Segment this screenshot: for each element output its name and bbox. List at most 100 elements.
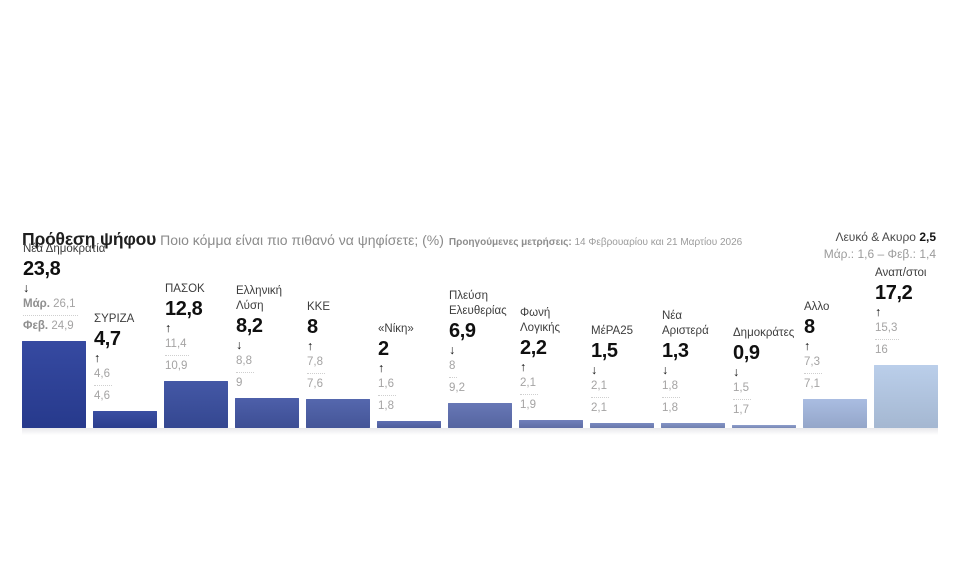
party-name: Αναπ/στοι [875, 267, 927, 280]
trend-down-arrow-icon: ↓ [23, 281, 30, 296]
party-column: ΣΥΡΙΖΑ 4,7 ↑ 4,6 4,6 [93, 312, 157, 428]
previous-value-march: 2,1 [591, 379, 609, 399]
party-bar [448, 403, 512, 428]
previous-value-february: 9 [236, 377, 243, 390]
party-current-value: 4,7 [94, 328, 121, 351]
bar-chart: Νέα Δημοκρατία 23,8 ↓ Μάρ. 26,1 Φεβ. 24,… [22, 240, 938, 428]
previous-value-february: 1,8 [378, 400, 394, 413]
party-current-value: 12,8 [165, 298, 203, 321]
party-name: Ελληνική Λύση [236, 285, 283, 313]
party-bar [22, 341, 86, 428]
previous-value-march: 1,5 [733, 381, 751, 401]
party-label-block: ΠΑΣΟΚ 12,8 ↑ 11,4 10,9 [164, 282, 228, 374]
party-name: ΠΑΣΟΚ [165, 283, 205, 296]
party-label-block: Νέα Δημοκρατία 23,8 ↓ Μάρ. 26,1 Φεβ. 24,… [22, 242, 106, 334]
trend-down-arrow-icon: ↓ [662, 363, 669, 378]
party-column: Ελληνική Λύση 8,2 ↓ 8,8 9 [235, 284, 299, 428]
party-bar [306, 399, 370, 428]
party-column: «Νίκη» 2 ↑ 1,6 1,8 [377, 322, 441, 428]
party-label-block: Νέα Αριστερά 1,3 ↓ 1,8 1,8 [661, 309, 725, 416]
blank-invalid-history: Μάρ.: 1,6 – Φεβ.: 1,4 [823, 247, 936, 262]
party-column: Αλλο 8 ↑ 7,3 7,1 [803, 300, 867, 428]
party-name: Νέα Δημοκρατία [23, 243, 106, 256]
party-column: Αναπ/στοι 17,2 ↑ 15,3 16 [874, 266, 938, 428]
chart-question: Ποιο κόμμα είναι πιο πιθανό να ψηφίσετε;… [160, 232, 444, 248]
party-label-block: Ελληνική Λύση 8,2 ↓ 8,8 9 [235, 284, 299, 391]
party-label-block: Δημοκράτες 0,9 ↓ 1,5 1,7 [732, 326, 796, 418]
trend-down-arrow-icon: ↓ [449, 343, 456, 358]
previous-value-february: 16 [875, 344, 888, 357]
trend-down-arrow-icon: ↓ [591, 363, 598, 378]
party-bar [93, 411, 157, 428]
party-column: Φωνή Λογικής 2,2 ↑ 2,1 1,9 [519, 306, 583, 428]
previous-value-february: 1,8 [662, 402, 678, 415]
party-column: Νέα Αριστερά 1,3 ↓ 1,8 1,8 [661, 309, 725, 428]
party-label-block: ΚΚΕ 8 ↑ 7,8 7,6 [306, 300, 370, 392]
trend-up-arrow-icon: ↑ [520, 360, 527, 375]
chart-baseline [22, 428, 938, 435]
previous-value-march: 8,8 [236, 354, 254, 374]
previous-value-february: 1,9 [520, 399, 536, 412]
previous-value-march: 1,6 [378, 377, 396, 397]
party-column: ΚΚΕ 8 ↑ 7,8 7,6 [306, 300, 370, 428]
blank-invalid-votes: Λευκό & Ακυρο 2,5 Μάρ.: 1,6 – Φεβ.: 1,4 [824, 229, 936, 264]
party-label-block: «Νίκη» 2 ↑ 1,6 1,8 [377, 322, 441, 414]
party-bar [874, 365, 938, 428]
previous-value-february: 7,6 [307, 378, 323, 391]
party-name: Δημοκράτες [733, 327, 795, 340]
party-bar [235, 398, 299, 428]
party-name: Φωνή Λογικής [520, 307, 561, 335]
party-current-value: 2 [378, 338, 389, 361]
party-label-block: Φωνή Λογικής 2,2 ↑ 2,1 1,9 [519, 306, 583, 413]
previous-value-march: 15,3 [875, 321, 900, 341]
previous-measurements-label: Προηγούμενες μετρήσεις: [448, 237, 572, 248]
trend-up-arrow-icon: ↑ [94, 351, 101, 366]
party-current-value: 23,8 [23, 258, 61, 281]
trend-down-arrow-icon: ↓ [733, 365, 740, 380]
party-name: ΚΚΕ [307, 301, 331, 314]
blank-invalid-value: 2,5 [919, 230, 936, 244]
previous-value-march: 2,1 [520, 376, 538, 396]
party-bar [732, 425, 796, 428]
party-current-value: 2,2 [520, 337, 547, 360]
page-title: Πρόθεση ψήφου [22, 229, 157, 249]
party-label-block: Αλλο 8 ↑ 7,3 7,1 [803, 300, 867, 392]
party-name: «Νίκη» [378, 323, 414, 336]
party-name: Νέα Αριστερά [662, 310, 709, 338]
previous-value-march: Μάρ. 26,1 [23, 297, 78, 317]
party-current-value: 8,2 [236, 315, 263, 338]
previous-value-february: 7,1 [804, 378, 820, 391]
previous-value-march: 8 [449, 359, 458, 379]
party-name: ΣΥΡΙΖΑ [94, 313, 135, 326]
party-column: ΠΑΣΟΚ 12,8 ↑ 11,4 10,9 [164, 282, 228, 428]
party-column: Πλεύση Ελευθερίας 6,9 ↓ 8 9,2 [448, 289, 512, 428]
chart-header: Πρόθεση ψήφου Ποιο κόμμα είναι πιο πιθανό… [22, 229, 742, 250]
trend-up-arrow-icon: ↑ [804, 339, 811, 354]
previous-value-february: 10,9 [165, 360, 188, 373]
party-current-value: 1,3 [662, 340, 689, 363]
party-name: ΜέΡΑ25 [591, 325, 633, 338]
blank-invalid-label: Λευκό & Ακυρο [835, 230, 916, 244]
previous-value-march: 11,4 [165, 337, 189, 357]
party-current-value: 8 [804, 316, 815, 339]
previous-value-february: 9,2 [449, 382, 465, 395]
party-bar [590, 423, 654, 428]
trend-up-arrow-icon: ↑ [875, 305, 882, 320]
party-current-value: 17,2 [875, 282, 913, 305]
trend-up-arrow-icon: ↑ [378, 361, 385, 376]
previous-value-march: 7,8 [307, 355, 325, 375]
trend-down-arrow-icon: ↓ [236, 338, 243, 353]
party-bar [661, 423, 725, 428]
party-label-block: Αναπ/στοι 17,2 ↑ 15,3 16 [874, 266, 938, 358]
party-name: Πλεύση Ελευθερίας [449, 290, 507, 318]
previous-value-march: 7,3 [804, 355, 822, 375]
previous-value-february: 4,6 [94, 390, 110, 403]
party-current-value: 8 [307, 316, 318, 339]
previous-value-february: Φεβ. 24,9 [23, 320, 74, 333]
previous-value-march: 1,8 [662, 379, 680, 399]
party-current-value: 1,5 [591, 340, 618, 363]
party-column: ΜέΡΑ25 1,5 ↓ 2,1 2,1 [590, 324, 654, 428]
party-bar [164, 381, 228, 428]
party-bar [803, 399, 867, 428]
